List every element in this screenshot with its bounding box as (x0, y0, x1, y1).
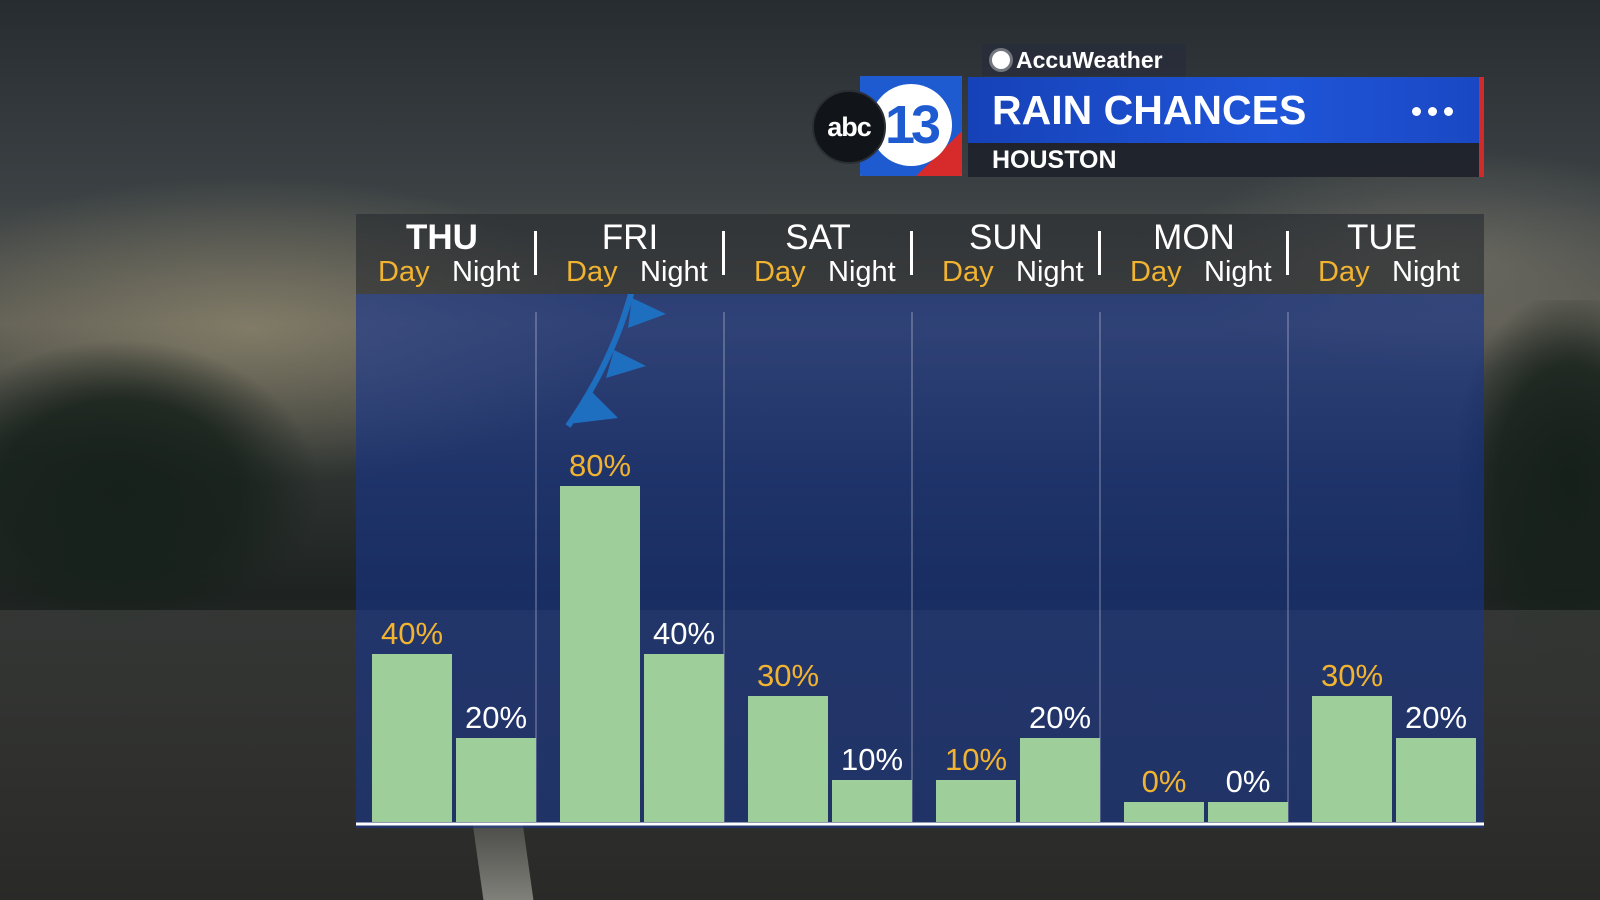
data-label-tue-day: 30% (1321, 658, 1383, 693)
abc-network-icon: abc (812, 90, 886, 164)
night-period-label: Night (640, 256, 708, 288)
day-header-tue: TUE Day Night (1288, 214, 1476, 294)
bar-tue-night (1396, 738, 1476, 822)
day-header-sat: SAT Day Night (724, 214, 912, 294)
data-label-thu-night: 20% (465, 700, 527, 735)
page-title: RAIN CHANCES (992, 87, 1307, 133)
abc-text: abc (827, 111, 872, 142)
accuweather-badge: AccuWeather (982, 44, 1186, 76)
bar-sun-night (1020, 738, 1100, 822)
day-separator (1098, 231, 1101, 275)
bar-fri-day (560, 486, 640, 822)
day-name: MON (1153, 218, 1235, 257)
chart-area: 40% 20% 80% 40% 30% 10% 10% 20% 0% 0% 30% 20% (356, 294, 1484, 828)
bar-tue-day (1312, 696, 1392, 822)
night-period-label: Night (828, 256, 896, 288)
night-period-label: Night (1204, 256, 1272, 288)
day-header-mon: MON Day Night (1100, 214, 1288, 294)
day-header-sun: SUN Day Night (912, 214, 1100, 294)
bar-mon-night (1208, 802, 1288, 822)
bar-fri-night (644, 654, 724, 822)
bar-thu-night (456, 738, 536, 822)
day-separator (722, 231, 725, 275)
day-name: THU (406, 218, 478, 257)
data-label-sun-night: 20% (1029, 700, 1091, 735)
day-name: TUE (1347, 218, 1417, 257)
chart-header: THU Day Night FRI Day Night SAT Day Night SUN Day N… (356, 214, 1484, 294)
channel-number: 13 (884, 95, 941, 155)
location-bar: HOUSTON (968, 143, 1484, 177)
data-label-sat-day: 30% (757, 658, 819, 693)
day-name: SUN (969, 218, 1043, 257)
bar-sat-day (748, 696, 828, 822)
night-period-label: Night (452, 256, 520, 288)
night-period-label: Night (1016, 256, 1084, 288)
day-name: FRI (601, 218, 659, 257)
tree-line-left (0, 330, 360, 630)
more-dots-icon (1412, 107, 1453, 116)
sun-icon (992, 51, 1010, 69)
day-period-label: Day (942, 256, 994, 288)
data-label-mon-day: 0% (1142, 764, 1187, 799)
location-label: HOUSTON (992, 146, 1117, 174)
data-label-sun-day: 10% (945, 742, 1007, 777)
day-header-thu: THU Day Night (348, 214, 536, 294)
data-label-tue-night: 20% (1405, 700, 1467, 735)
sponsor-name: AccuWeather (1016, 46, 1163, 73)
day-period-label: Day (754, 256, 806, 288)
day-header-fri: FRI Day Night (536, 214, 724, 294)
day-separator (1286, 231, 1289, 275)
night-period-label: Night (1392, 256, 1460, 288)
data-label-thu-day: 40% (381, 616, 443, 651)
data-label-fri-day: 80% (569, 448, 631, 483)
day-name: SAT (785, 218, 851, 257)
day-period-label: Day (1318, 256, 1370, 288)
day-period-label: Day (566, 256, 618, 288)
bar-sat-night (832, 780, 912, 822)
day-separator (910, 231, 913, 275)
title-bar: RAIN CHANCES (968, 77, 1484, 143)
data-label-sat-night: 10% (841, 742, 903, 777)
bar-mon-day (1124, 802, 1204, 822)
bar-thu-day (372, 654, 452, 822)
bar-sun-day (936, 780, 1016, 822)
abc13-logo: 13 abc (812, 74, 964, 180)
day-period-label: Day (1130, 256, 1182, 288)
cold-front-icon (565, 294, 666, 428)
day-separator (534, 231, 537, 275)
data-label-fri-night: 40% (653, 616, 715, 651)
data-label-mon-night: 0% (1226, 764, 1271, 799)
day-period-label: Day (378, 256, 430, 288)
rain-chance-bar-chart: 40% 20% 80% 40% 30% 10% 10% 20% 0% 0% 30% 20% (356, 294, 1484, 826)
